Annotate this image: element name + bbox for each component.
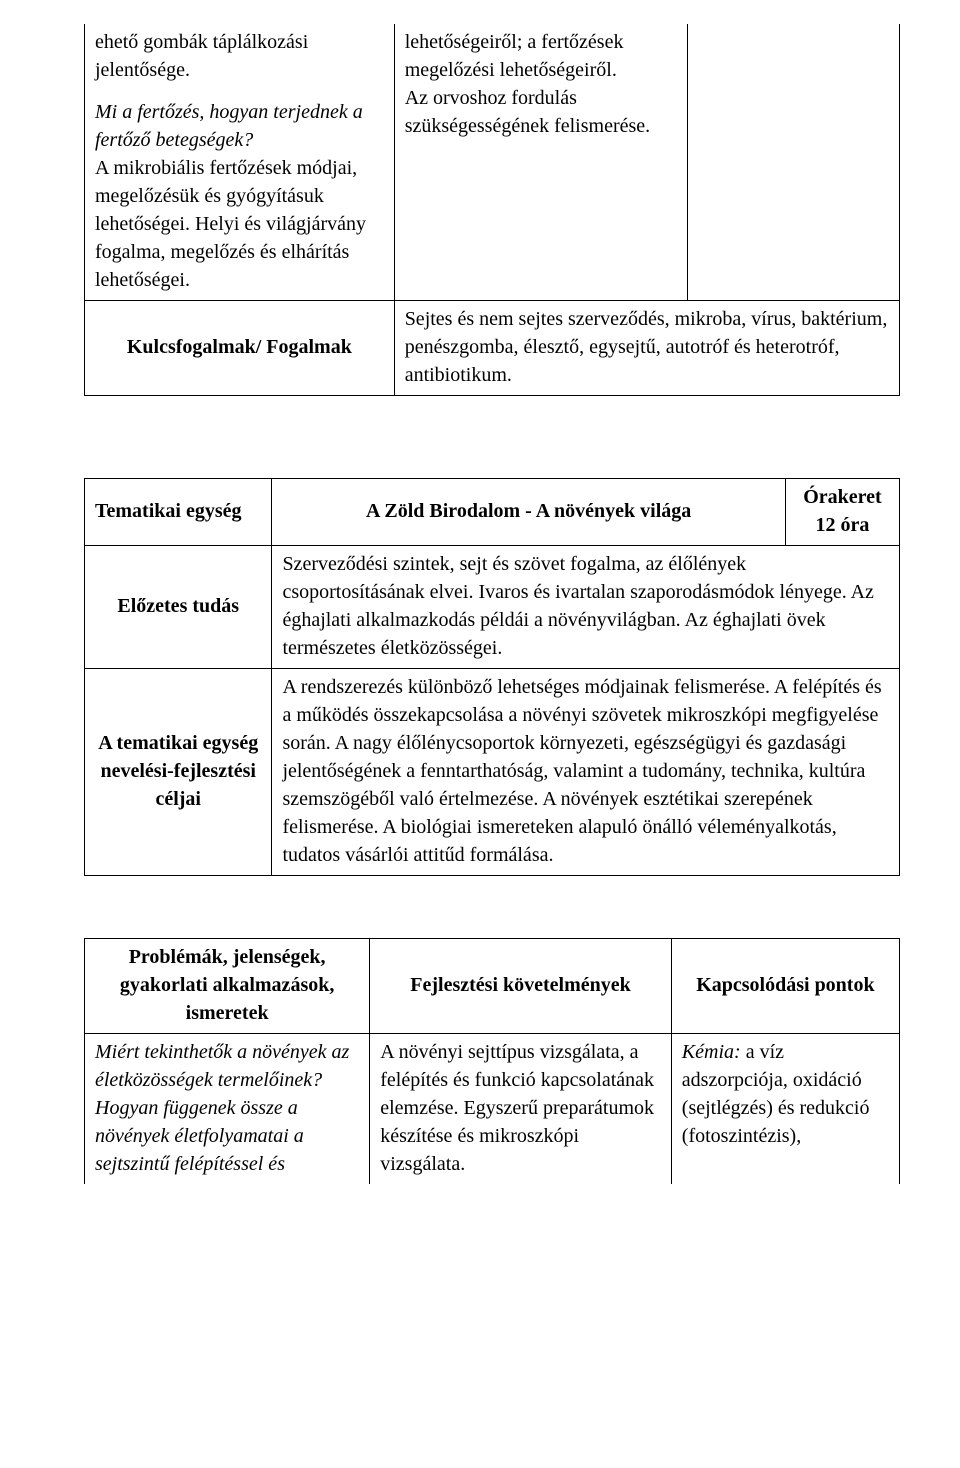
t2-r1-c1: Tematikai egység [85,479,272,546]
t2-r1-c3: Órakeret 12 óra [785,479,899,546]
t3-h3: Kapcsolódási pontok [671,939,899,1034]
t1-r1-c1: ehető gombák táplálkozási jelentősége. M… [85,24,395,301]
t2-r1-c2: A Zöld Birodalom - A növények világa [272,479,785,546]
t1-r1-c1-p1: ehető gombák táplálkozási jelentősége. [95,28,384,84]
t3-r2-c1: Miért tekinthetők a növények az életközö… [85,1034,370,1185]
t3-r2-c3: Kémia: a víz adszorpciója, oxidáció (sej… [671,1034,899,1185]
t1-r1-c1-p2: Mi a fertőzés, hogyan terjednek a fertőz… [95,98,384,154]
t1-r1-c3 [688,24,900,301]
t1-r2-c2: Sejtes és nem sejtes szerveződés, mikrob… [394,301,899,396]
t3-h2: Fejlesztési követelmények [370,939,672,1034]
t2-r2-c1: Előzetes tudás [85,546,272,669]
t2-r1-c3-line2: 12 óra [796,511,889,539]
t2-r2-c2: Szerveződési szintek, sejt és szövet fog… [272,546,900,669]
t3-r2-c3-lead: Kémia: [682,1041,741,1063]
table-microbes: ehető gombák táplálkozási jelentősége. M… [84,24,900,396]
t2-r3-c1: A tematikai egység nevelési-fejlesztési … [85,669,272,876]
table-plants-unit: Tematikai egység A Zöld Birodalom - A nö… [84,478,900,876]
t2-r1-c3-line1: Órakeret [796,483,889,511]
t2-r3-c2: A rendszerezés különböző lehetséges módj… [272,669,900,876]
t1-r1-c2: lehetőségeiről; a fertőzések megelőzési … [394,24,687,301]
t1-r1-c1-p3: A mikrobiális fertőzések módjai, megelőz… [95,154,384,294]
t3-h1: Problémák, jelenségek, gyakorlati alkalm… [85,939,370,1034]
t3-r2-c2: A növényi sejttípus vizsgálata, a felépí… [370,1034,672,1185]
table-problems: Problémák, jelenségek, gyakorlati alkalm… [84,938,900,1184]
t1-r1-c2-p1: lehetőségeiről; a fertőzések megelőzési … [405,28,677,84]
t1-r1-c2-p2: Az orvoshoz fordulás szükségességének fe… [405,84,677,140]
t1-r2-c1: Kulcsfogalmak/ Fogalmak [85,301,395,396]
